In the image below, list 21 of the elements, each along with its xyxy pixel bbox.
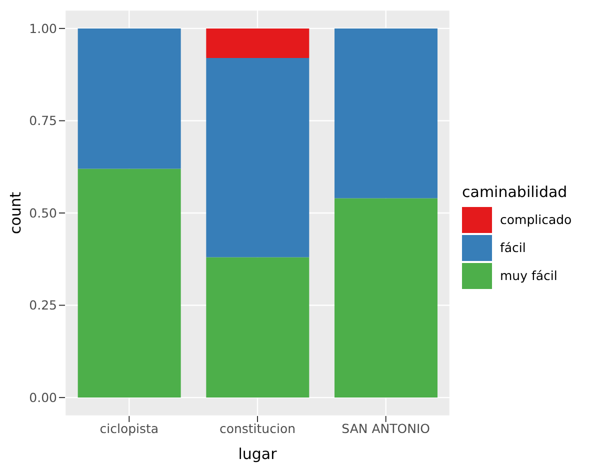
y-tick-label: 0.50 (29, 205, 58, 220)
x-tick-label: ciclopista (100, 420, 159, 436)
y-tick-label: 1.00 (29, 20, 58, 36)
legend-label: complicado (500, 212, 572, 227)
legend-title: caminabilidad (462, 182, 568, 200)
bar (78, 168, 181, 398)
legend-label: muy fácil (500, 268, 558, 283)
bar (334, 28, 438, 198)
bar (334, 198, 438, 398)
x-tick-label: constitucion (219, 420, 296, 436)
y-tick-label: 0.25 (29, 298, 57, 313)
y-tick-label: 0.75 (29, 113, 57, 128)
x-tick-label: SAN ANTONIO (342, 420, 430, 436)
x-axis-title: lugar (238, 445, 278, 463)
bar (78, 28, 181, 169)
bar (206, 58, 310, 258)
y-tick-label: 0.00 (29, 390, 58, 405)
y-axis-title: count (6, 192, 24, 234)
bar (206, 257, 310, 398)
legend-label: fácil (500, 240, 526, 255)
bar (206, 28, 310, 58)
